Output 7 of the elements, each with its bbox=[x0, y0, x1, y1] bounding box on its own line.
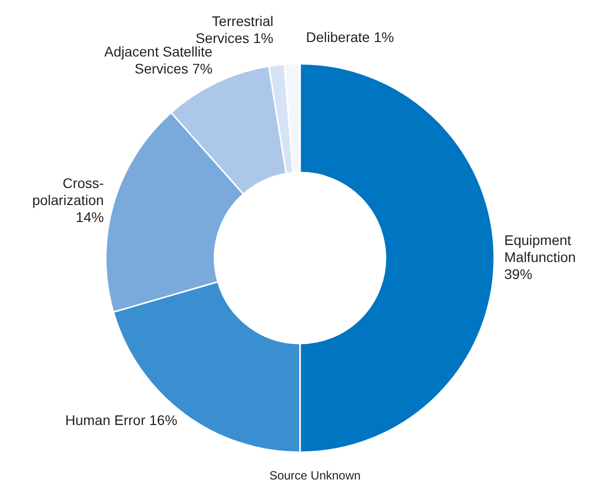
slice-label: Cross-polarization bbox=[32, 175, 104, 208]
data-label: 39% bbox=[504, 266, 532, 282]
slice-label: Deliberate 1% bbox=[306, 28, 394, 45]
slice-label: Human Error 16% bbox=[65, 412, 178, 428]
slice-label: Equipment Malfunction bbox=[504, 232, 576, 265]
data-label: 14% bbox=[76, 209, 104, 226]
source-note: Source Unknown bbox=[269, 468, 361, 482]
